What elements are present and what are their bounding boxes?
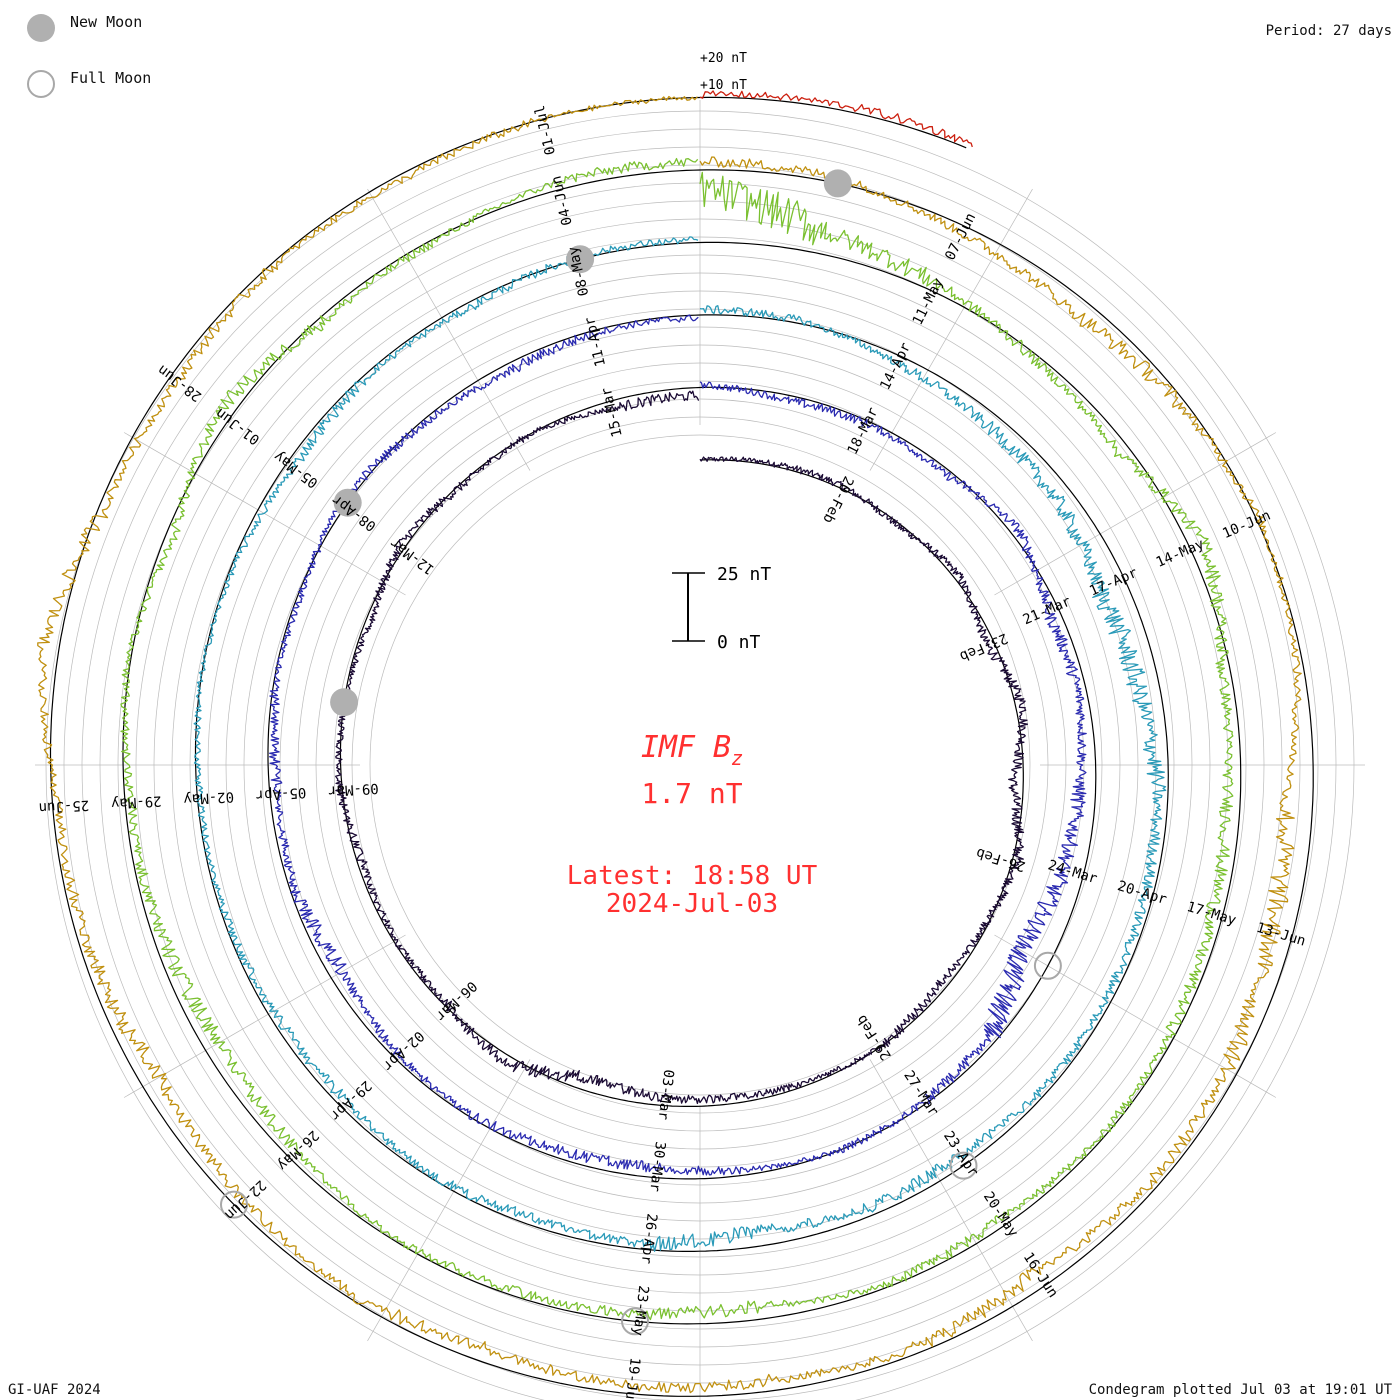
full-moon-marker (1033, 951, 1062, 980)
scale-bar-bottom-label: 0 nT (717, 632, 761, 653)
credit-label: GI-UAF 2024 (8, 1382, 101, 1398)
grid-circle (225, 290, 1175, 1240)
new-moon-legend-icon (27, 14, 55, 42)
latest-time: Latest: 18:58 UT (567, 861, 818, 891)
grid-layer (35, 100, 1365, 1400)
grid-spoke (123, 432, 406, 596)
full-moon-marker (949, 1151, 978, 1180)
center-readout: IMF Bz 1.7 nT Latest: 18:58 UT 2024-Jul-… (567, 730, 818, 919)
date-tick-label: 09-Mar (328, 780, 379, 799)
date-tick-label: 17-May (1185, 899, 1238, 929)
center-title-subscript: z (731, 746, 743, 770)
date-tick-label: 24-Mar (1046, 857, 1099, 887)
spiral-baseline (49, 96, 1314, 1397)
scale-label-plus20: +20 nT (700, 51, 747, 66)
scale-bar-top-label: 25 nT (717, 564, 771, 585)
new-moon-marker (566, 245, 595, 274)
new-moon-marker (330, 688, 359, 717)
bz-series-rotation-3 (193, 236, 1167, 1252)
date-tick-label: 13-Jun (1254, 920, 1307, 950)
scale-bar: 25 nT 0 nT (672, 564, 771, 653)
center-title: IMF Bz (641, 730, 743, 770)
full-moon-legend-label: Full Moon (70, 69, 152, 87)
grid-circle (369, 434, 1031, 1096)
center-title-main: IMF B (641, 730, 731, 765)
grid-circle (315, 380, 1085, 1150)
date-tick-label: 25-Jun (38, 797, 89, 816)
bz-series-rotation-6 (699, 90, 973, 148)
latest-date: 2024-Jul-03 (606, 889, 778, 919)
date-tick-label: 17-Apr (1087, 565, 1140, 600)
date-tick-label: 04-Jun (549, 174, 576, 227)
date-tick-label: 01-Jul (532, 104, 559, 157)
date-tick-label: 19-Jun (621, 1357, 643, 1400)
new-moon-legend-label: New Moon (70, 13, 143, 31)
new-moon-marker (823, 169, 852, 198)
plotted-timestamp: Condegram plotted Jul 03 at 19:01 UT (1088, 1382, 1392, 1398)
grid-spoke (869, 188, 1033, 471)
bz-series-rotation-5 (37, 95, 1302, 1394)
grid-spoke (994, 432, 1277, 596)
period-label: Period: 27 days (1265, 23, 1392, 39)
full-moon-marker (220, 1190, 248, 1219)
date-tick-label: 23-Feb (957, 630, 1010, 665)
grid-spoke (367, 188, 531, 471)
moon-marker-layer (220, 169, 1062, 1336)
date-tick-label: 11-Apr (582, 315, 609, 368)
full-moon-marker (621, 1307, 649, 1336)
scale-label-plus10: +10 nT (700, 78, 747, 93)
date-tick-label: 30-Mar (646, 1141, 668, 1193)
grid-spoke (123, 934, 406, 1098)
grid-spoke (367, 1059, 531, 1342)
bz-series-rotation-1 (335, 390, 1029, 1105)
date-tick-label: 10-Jun (1220, 507, 1273, 542)
date-tick-label: 21-Mar (1021, 594, 1074, 629)
date-tick-label: 05-Apr (255, 784, 306, 803)
bz-series-rotation-4 (120, 157, 1234, 1321)
date-tick-label: 29-May (111, 792, 162, 811)
series-layer (37, 90, 1314, 1397)
date-tick-label: 28-Jun (155, 361, 205, 404)
date-tick-label: 20-May (980, 1189, 1021, 1240)
date-tick-label: 03-Mar (655, 1069, 677, 1121)
date-tick-label: 26-Apr (638, 1213, 660, 1265)
date-tick-label: 02-May (183, 788, 234, 807)
date-tick-label: 29-Feb (854, 1012, 895, 1063)
date-tick-label: 14-May (1154, 536, 1207, 571)
new-moon-marker (333, 488, 362, 517)
date-tick-label: 23-Apr (940, 1128, 981, 1179)
date-tick-label: 23-May (629, 1285, 651, 1337)
full-moon-legend-icon (27, 70, 55, 98)
bz-series-rotation-2 (269, 314, 1087, 1176)
grid-spoke (869, 1059, 1033, 1342)
grid-spoke (994, 934, 1277, 1098)
center-value: 1.7 nT (641, 777, 742, 810)
